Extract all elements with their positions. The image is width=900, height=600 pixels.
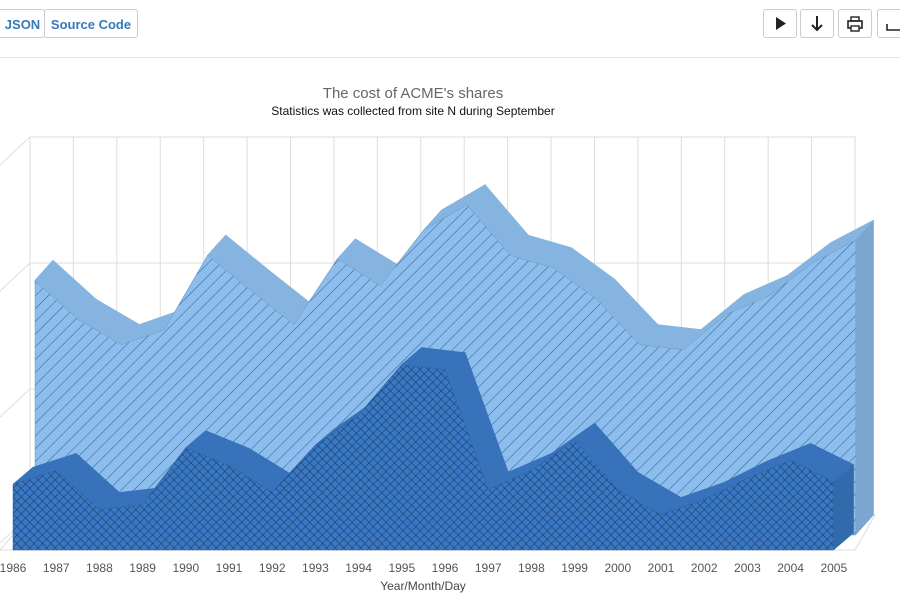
x-tick-label: 1987 [43,561,70,575]
x-tick-label: 1999 [561,561,588,575]
x-tick-label: 1988 [86,561,113,575]
source-button[interactable]: Source Code [44,9,138,38]
area-side [855,220,874,535]
x-tick-label: 2000 [604,561,631,575]
x-tick-label: 2004 [777,561,804,575]
x-tick-label: 2003 [734,561,761,575]
area-front [12,364,835,551]
x-tick-label: 2001 [648,561,675,575]
x-tick-label: 2002 [691,561,718,575]
x-tick-label: 1989 [129,561,156,575]
download-button[interactable] [800,9,834,38]
side-grid-line [0,136,31,166]
side-grid-line [0,388,31,418]
x-tick-label: 1993 [302,561,329,575]
x-tick-label: 1995 [388,561,415,575]
x-tick-label: 1991 [216,561,243,575]
print-button[interactable] [838,9,872,38]
area-side [833,464,854,550]
x-tick-label: 1992 [259,561,286,575]
x-tick-label: 1990 [172,561,199,575]
x-tick-label: 1998 [518,561,545,575]
x-tick-label: 1996 [432,561,459,575]
json-button[interactable]: JSON [0,9,45,38]
chart-subtitle: Statistics was collected from site N dur… [271,104,554,118]
side-grid-line [0,262,31,292]
play-button[interactable] [763,9,797,38]
toolbar-border [0,57,900,58]
x-axis-title: Year/Month/Day [380,579,466,593]
x-tick-label: 2005 [820,561,847,575]
chart-title: The cost of ACME's shares [323,85,503,102]
x-tick-label: 1997 [475,561,502,575]
export-button[interactable] [877,9,900,38]
x-tick-label: 1986 [0,561,27,575]
x-tick-label: 1994 [345,561,372,575]
